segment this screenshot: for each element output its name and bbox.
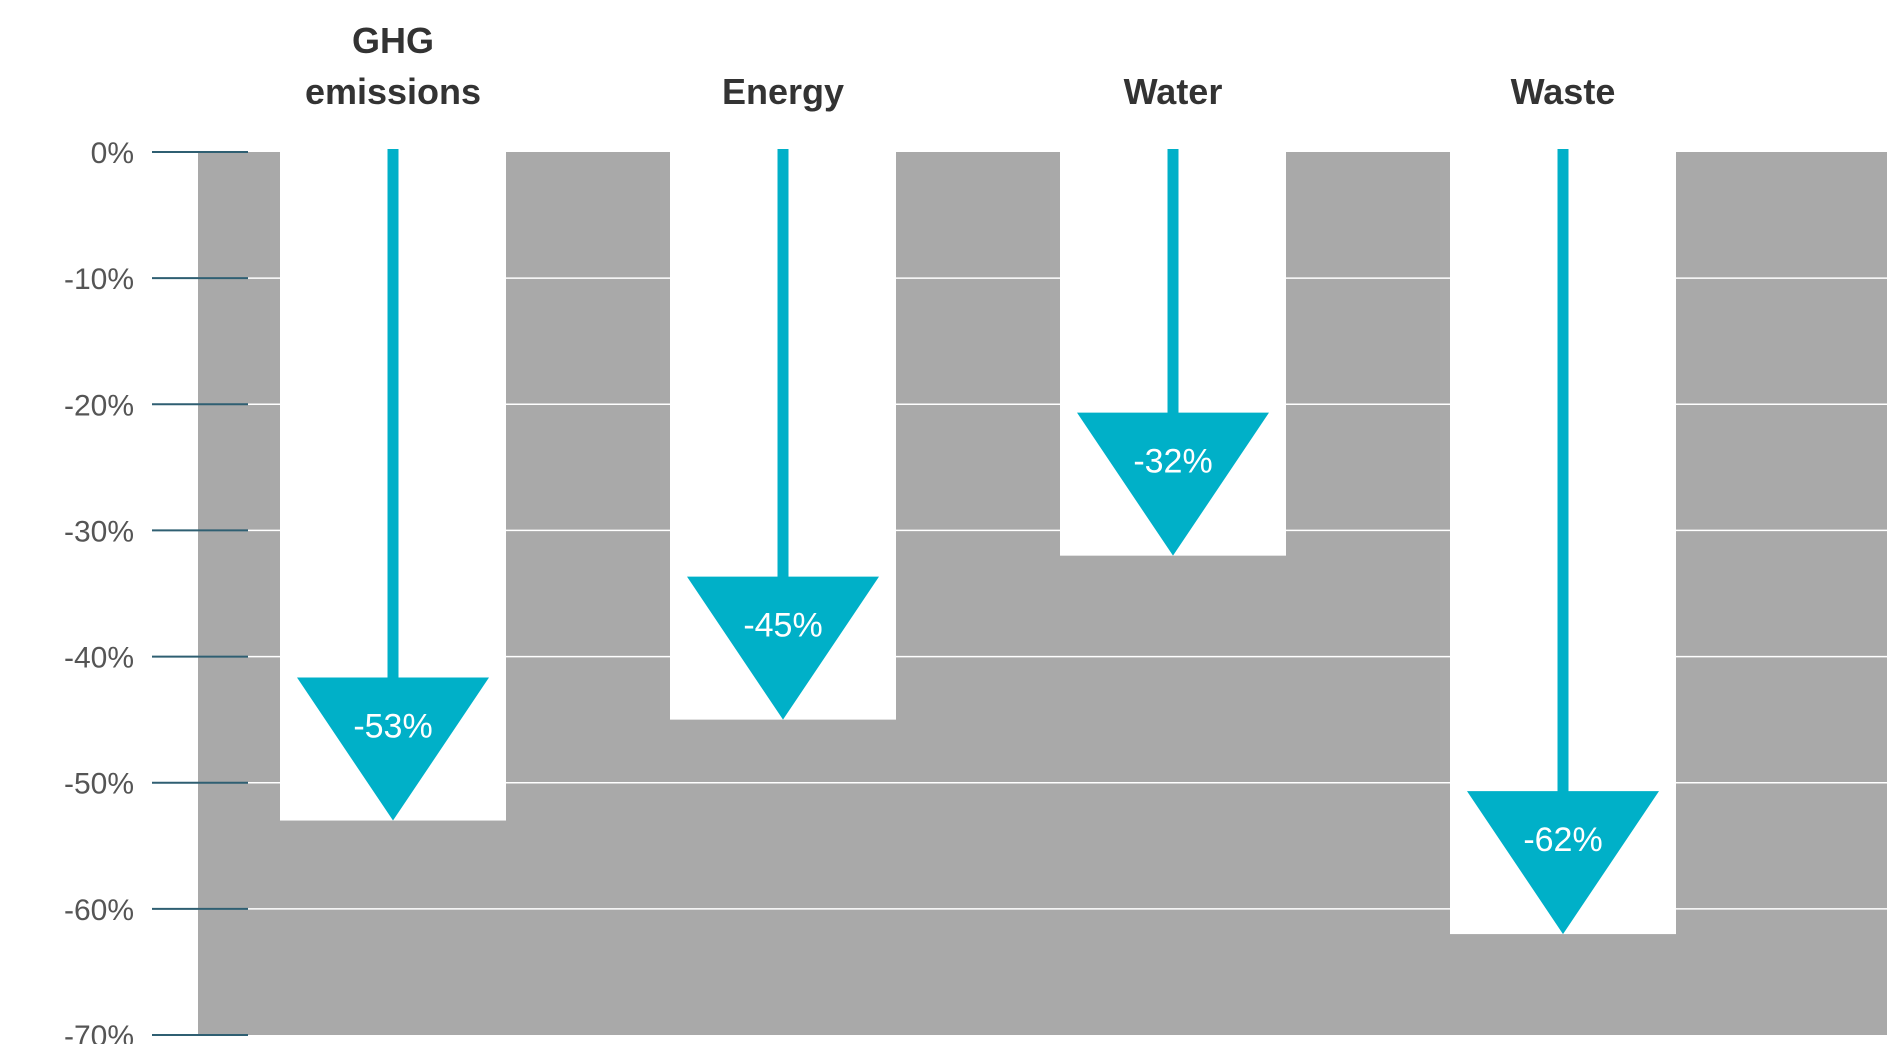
data-label-1: -45% <box>743 607 822 645</box>
y-tick-label: -60% <box>64 894 134 927</box>
category-label-0: GHG <box>352 20 434 61</box>
category-labels: GHG emissions Energy Water Waste <box>305 20 1615 112</box>
arrow-shaft-3 <box>1557 149 1569 795</box>
y-tick-label: -20% <box>64 389 134 422</box>
arrows-layer: -53% -45% -32% -62% <box>297 149 1659 935</box>
category-label-3: Waste <box>1511 71 1616 112</box>
arrow-head-0 <box>297 677 489 821</box>
arrow-shaft-2 <box>1167 149 1179 416</box>
arrow-shaft-0 <box>387 149 399 681</box>
category-label-0: emissions <box>305 71 481 112</box>
y-axis: 0% -10% -20% -30% -40% -50% -60% -70% <box>64 137 248 1044</box>
category-label-2: Water <box>1124 71 1223 112</box>
data-label-3: -62% <box>1523 821 1602 859</box>
category-label-1: Energy <box>722 71 844 112</box>
gridlines <box>198 277 1887 910</box>
arrow-head-3 <box>1467 791 1659 935</box>
y-tick-label: -70% <box>64 1020 134 1044</box>
y-tick-label: -30% <box>64 515 134 548</box>
data-label-2: -32% <box>1133 443 1212 481</box>
data-label-0: -53% <box>353 708 432 746</box>
arrow-head-1 <box>687 576 879 720</box>
y-tick-label: -40% <box>64 642 134 675</box>
arrow-shaft-1 <box>777 149 789 580</box>
arrow-head-2 <box>1077 412 1269 556</box>
y-tick-label: -10% <box>64 263 134 296</box>
y-tick-label: -50% <box>64 768 134 801</box>
y-tick-label: 0% <box>91 137 134 170</box>
